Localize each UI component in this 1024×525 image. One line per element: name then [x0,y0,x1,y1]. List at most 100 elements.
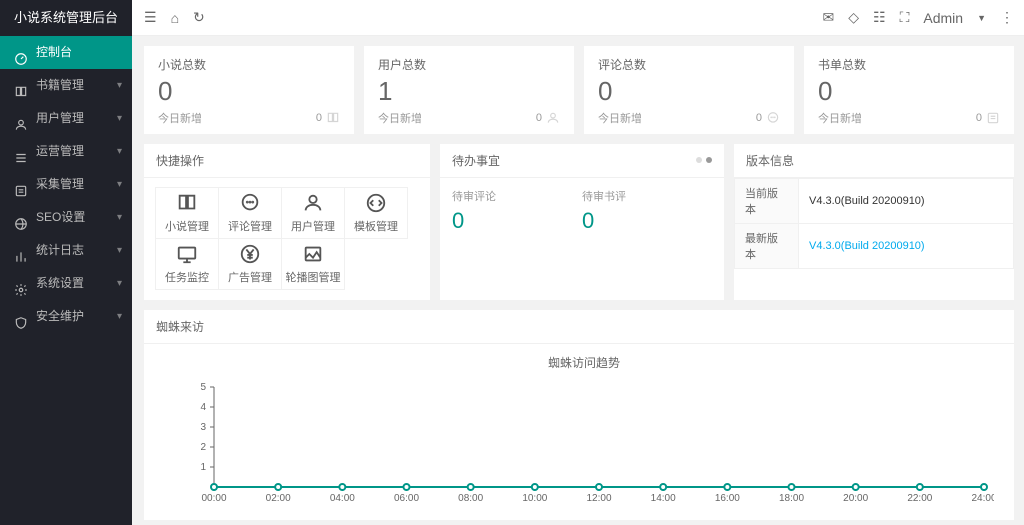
stat-today-label: 今日新增 [598,110,642,126]
stat-today-value: 0 [976,112,982,124]
svg-text:14:00: 14:00 [651,493,676,504]
stat-title: 书单总数 [818,56,1000,73]
monitor-icon [176,243,198,265]
list-icon [986,111,1000,125]
quick-item-label: 任务监控 [165,269,209,285]
spider-panel: 蜘蛛来访 蜘蛛访问趋势 1234500:0002:0004:0006:0008:… [144,310,1014,520]
svg-text:2: 2 [200,442,206,453]
chart-title: 蜘蛛访问趋势 [174,354,994,371]
spider-chart: 1234500:0002:0004:0006:0008:0010:0012:00… [174,377,994,507]
svg-text:22:00: 22:00 [907,493,932,504]
log-icon [14,244,28,258]
theme-icon[interactable]: ◇ [848,9,859,26]
stat-today-label: 今日新增 [818,110,862,126]
todo-item-0[interactable]: 待审评论0 [452,188,582,234]
stat-today-label: 今日新增 [158,110,202,126]
version-current-value: V4.3.0(Build 20200910) [799,178,1014,223]
stat-today-value: 0 [536,112,542,124]
sidebar-item-8[interactable]: 安全维护▾ [0,300,132,333]
todo-panel-title: 待办事宜 [452,152,500,169]
version-latest-link[interactable]: V4.3.0(Build 20200910) [809,240,925,252]
chevron-down-icon: ▾ [117,234,122,267]
chevron-down-icon: ▾ [117,267,122,300]
version-panel-title: 版本信息 [746,152,794,169]
stat-card-1: 用户总数1今日新增0 [364,46,574,134]
book-icon [326,111,340,125]
dashboard-icon [14,46,28,60]
sidebar-item-7[interactable]: 系统设置▾ [0,267,132,300]
quick-item-5[interactable]: 广告管理 [218,238,282,290]
sidebar-item-label: 系统设置 [36,267,109,300]
todo-item-1[interactable]: 待审书评0 [582,188,712,234]
shield-icon [14,310,28,324]
quick-item-0[interactable]: 小说管理 [155,187,219,239]
svg-text:20:00: 20:00 [843,493,868,504]
chevron-down-icon: ▾ [117,201,122,234]
quick-item-6[interactable]: 轮播图管理 [281,238,345,290]
sidebar-item-1[interactable]: 书籍管理▾ [0,69,132,102]
yen-icon [239,243,261,265]
sidebar-item-6[interactable]: 统计日志▾ [0,234,132,267]
sidebar-item-label: 用户管理 [36,102,109,135]
svg-text:04:00: 04:00 [330,493,355,504]
message-icon[interactable]: ✉ [823,9,835,26]
quick-item-label: 用户管理 [291,218,335,234]
topbar: ☰ ⌂ ↻ ✉ ◇ ☷ ⛶ Admin ▼ ⋮ [132,0,1024,36]
quick-item-2[interactable]: 用户管理 [281,187,345,239]
sidebar-item-0[interactable]: 控制台 [0,36,132,69]
quick-item-3[interactable]: 模板管理 [344,187,408,239]
chevron-down-icon: ▾ [117,69,122,102]
sidebar-item-2[interactable]: 用户管理▾ [0,102,132,135]
svg-text:08:00: 08:00 [458,493,483,504]
sidebar-item-3[interactable]: 运营管理▾ [0,135,132,168]
svg-text:4: 4 [200,402,206,413]
collapse-icon[interactable]: ☰ [144,9,157,26]
svg-text:02:00: 02:00 [266,493,291,504]
svg-text:16:00: 16:00 [715,493,740,504]
svg-text:06:00: 06:00 [394,493,419,504]
quick-item-label: 评论管理 [228,218,272,234]
chevron-down-icon[interactable]: ▼ [977,13,986,23]
refresh-icon[interactable]: ↻ [193,9,205,26]
user-icon [302,192,324,214]
stat-title: 小说总数 [158,56,340,73]
svg-text:1: 1 [200,462,206,473]
quick-item-1[interactable]: 评论管理 [218,187,282,239]
svg-text:00:00: 00:00 [201,493,226,504]
user-icon [14,112,28,126]
seo-icon [14,211,28,225]
sidebar-item-label: 控制台 [36,36,132,69]
stat-value: 1 [378,77,560,106]
app-title: 小说系统管理后台 [0,0,132,36]
sidebar-item-label: 采集管理 [36,168,109,201]
fullscreen-icon[interactable]: ⛶ [900,9,910,26]
version-current-label: 当前版本 [735,178,799,223]
code-icon [365,192,387,214]
sidebar-item-4[interactable]: 采集管理▾ [0,168,132,201]
stat-value: 0 [158,77,340,106]
chevron-down-icon: ▾ [117,300,122,333]
more-icon[interactable]: ⋮ [1000,9,1014,26]
book-icon [176,192,198,214]
svg-text:3: 3 [200,422,206,433]
quick-item-label: 广告管理 [228,269,272,285]
stat-value: 0 [818,77,1000,106]
home-icon[interactable]: ⌂ [171,10,179,26]
svg-text:12:00: 12:00 [586,493,611,504]
stat-title: 评论总数 [598,56,780,73]
sidebar-item-label: 安全维护 [36,300,109,333]
chat-icon [766,111,780,125]
chevron-down-icon: ▾ [117,168,122,201]
todo-value: 0 [582,208,712,234]
notes-icon[interactable]: ☷ [873,9,886,26]
sidebar-item-label: SEO设置 [36,201,109,234]
chat-icon [239,192,261,214]
collect-icon [14,178,28,192]
quick-item-label: 轮播图管理 [286,269,341,285]
user-name[interactable]: Admin [923,10,963,26]
sidebar-item-5[interactable]: SEO设置▾ [0,201,132,234]
quick-item-4[interactable]: 任务监控 [155,238,219,290]
sidebar-item-label: 统计日志 [36,234,109,267]
chevron-down-icon: ▾ [117,102,122,135]
sidebar-item-label: 运营管理 [36,135,109,168]
